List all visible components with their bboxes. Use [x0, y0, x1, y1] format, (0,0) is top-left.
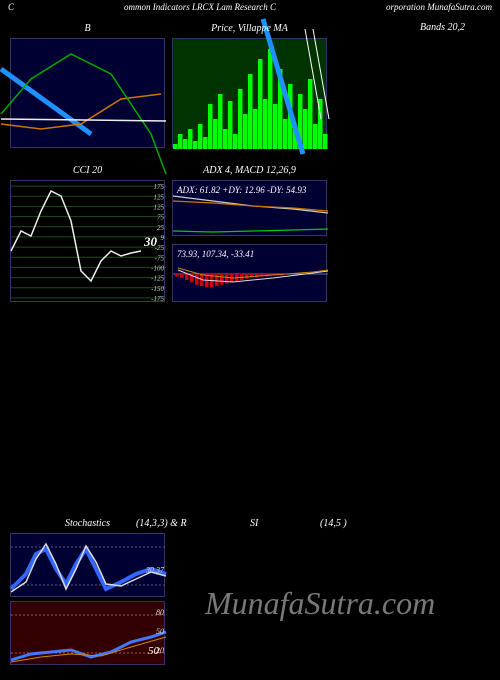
label-si: SI — [250, 518, 258, 529]
panel-rsi: 80502050 — [10, 601, 165, 665]
panel-adx: ADX 4, MACD 12,26,9ADX: 61.82 +DY: 12.96… — [172, 180, 327, 236]
label--14-5-: (14,5 ) — [320, 518, 347, 529]
svg-text:-75: -75 — [155, 254, 165, 262]
svg-text:ADX: 61.82 +DY: 12.96 -DY: 5: ADX: 61.82 +DY: 12.96 -DY: 54.93 — [176, 185, 307, 195]
panel-cci: CCI 2017512512575259-25-75-100-125-150-1… — [10, 180, 165, 302]
svg-text:50: 50 — [156, 627, 164, 636]
panel-title-adx: ADX 4, MACD 12,26,9 — [203, 165, 296, 176]
label--14-3-3-r: (14,3,3) & R — [136, 518, 187, 529]
svg-text:80: 80 — [156, 608, 164, 617]
svg-text:-100: -100 — [151, 264, 164, 272]
svg-text:125: 125 — [154, 193, 165, 201]
header-left: C — [8, 2, 14, 18]
svg-text:30: 30 — [143, 234, 158, 249]
svg-text:-175: -175 — [151, 295, 164, 303]
panel-title-cci: CCI 20 — [73, 165, 102, 176]
header-center: ommon Indicators LRCX Lam Research C — [124, 2, 276, 18]
svg-text:30,37: 30,37 — [145, 565, 165, 574]
svg-text:75: 75 — [157, 214, 165, 222]
svg-text:73.93, 107.34, -33.41: 73.93, 107.34, -33.41 — [177, 249, 254, 259]
panel-title-bollinger: B — [84, 23, 90, 34]
svg-text:50: 50 — [148, 645, 160, 657]
panel-title-stoch: Stochastics — [65, 518, 110, 529]
svg-text:25: 25 — [157, 224, 165, 232]
label-bands-20-2: Bands 20,2 — [420, 22, 465, 33]
svg-text:9: 9 — [161, 234, 165, 242]
svg-text:-125: -125 — [151, 275, 164, 283]
watermark: MunafaSutra.com — [205, 585, 435, 622]
panel-bollinger: B — [10, 38, 165, 148]
panel-price: Price, Villappe MA — [172, 38, 327, 148]
page-header: C ommon Indicators LRCX Lam Research C o… — [0, 0, 500, 20]
panel-title-price: Price, Villappe MA — [211, 23, 288, 34]
svg-text:175: 175 — [154, 183, 165, 191]
svg-text:125: 125 — [154, 203, 165, 211]
svg-text:-150: -150 — [151, 285, 164, 293]
header-right: orporation MunafaSutra.com — [386, 2, 492, 18]
panel-macd: 73.93, 107.34, -33.41 — [172, 244, 327, 302]
panel-stoch: Stochastics30,37 — [10, 533, 165, 597]
